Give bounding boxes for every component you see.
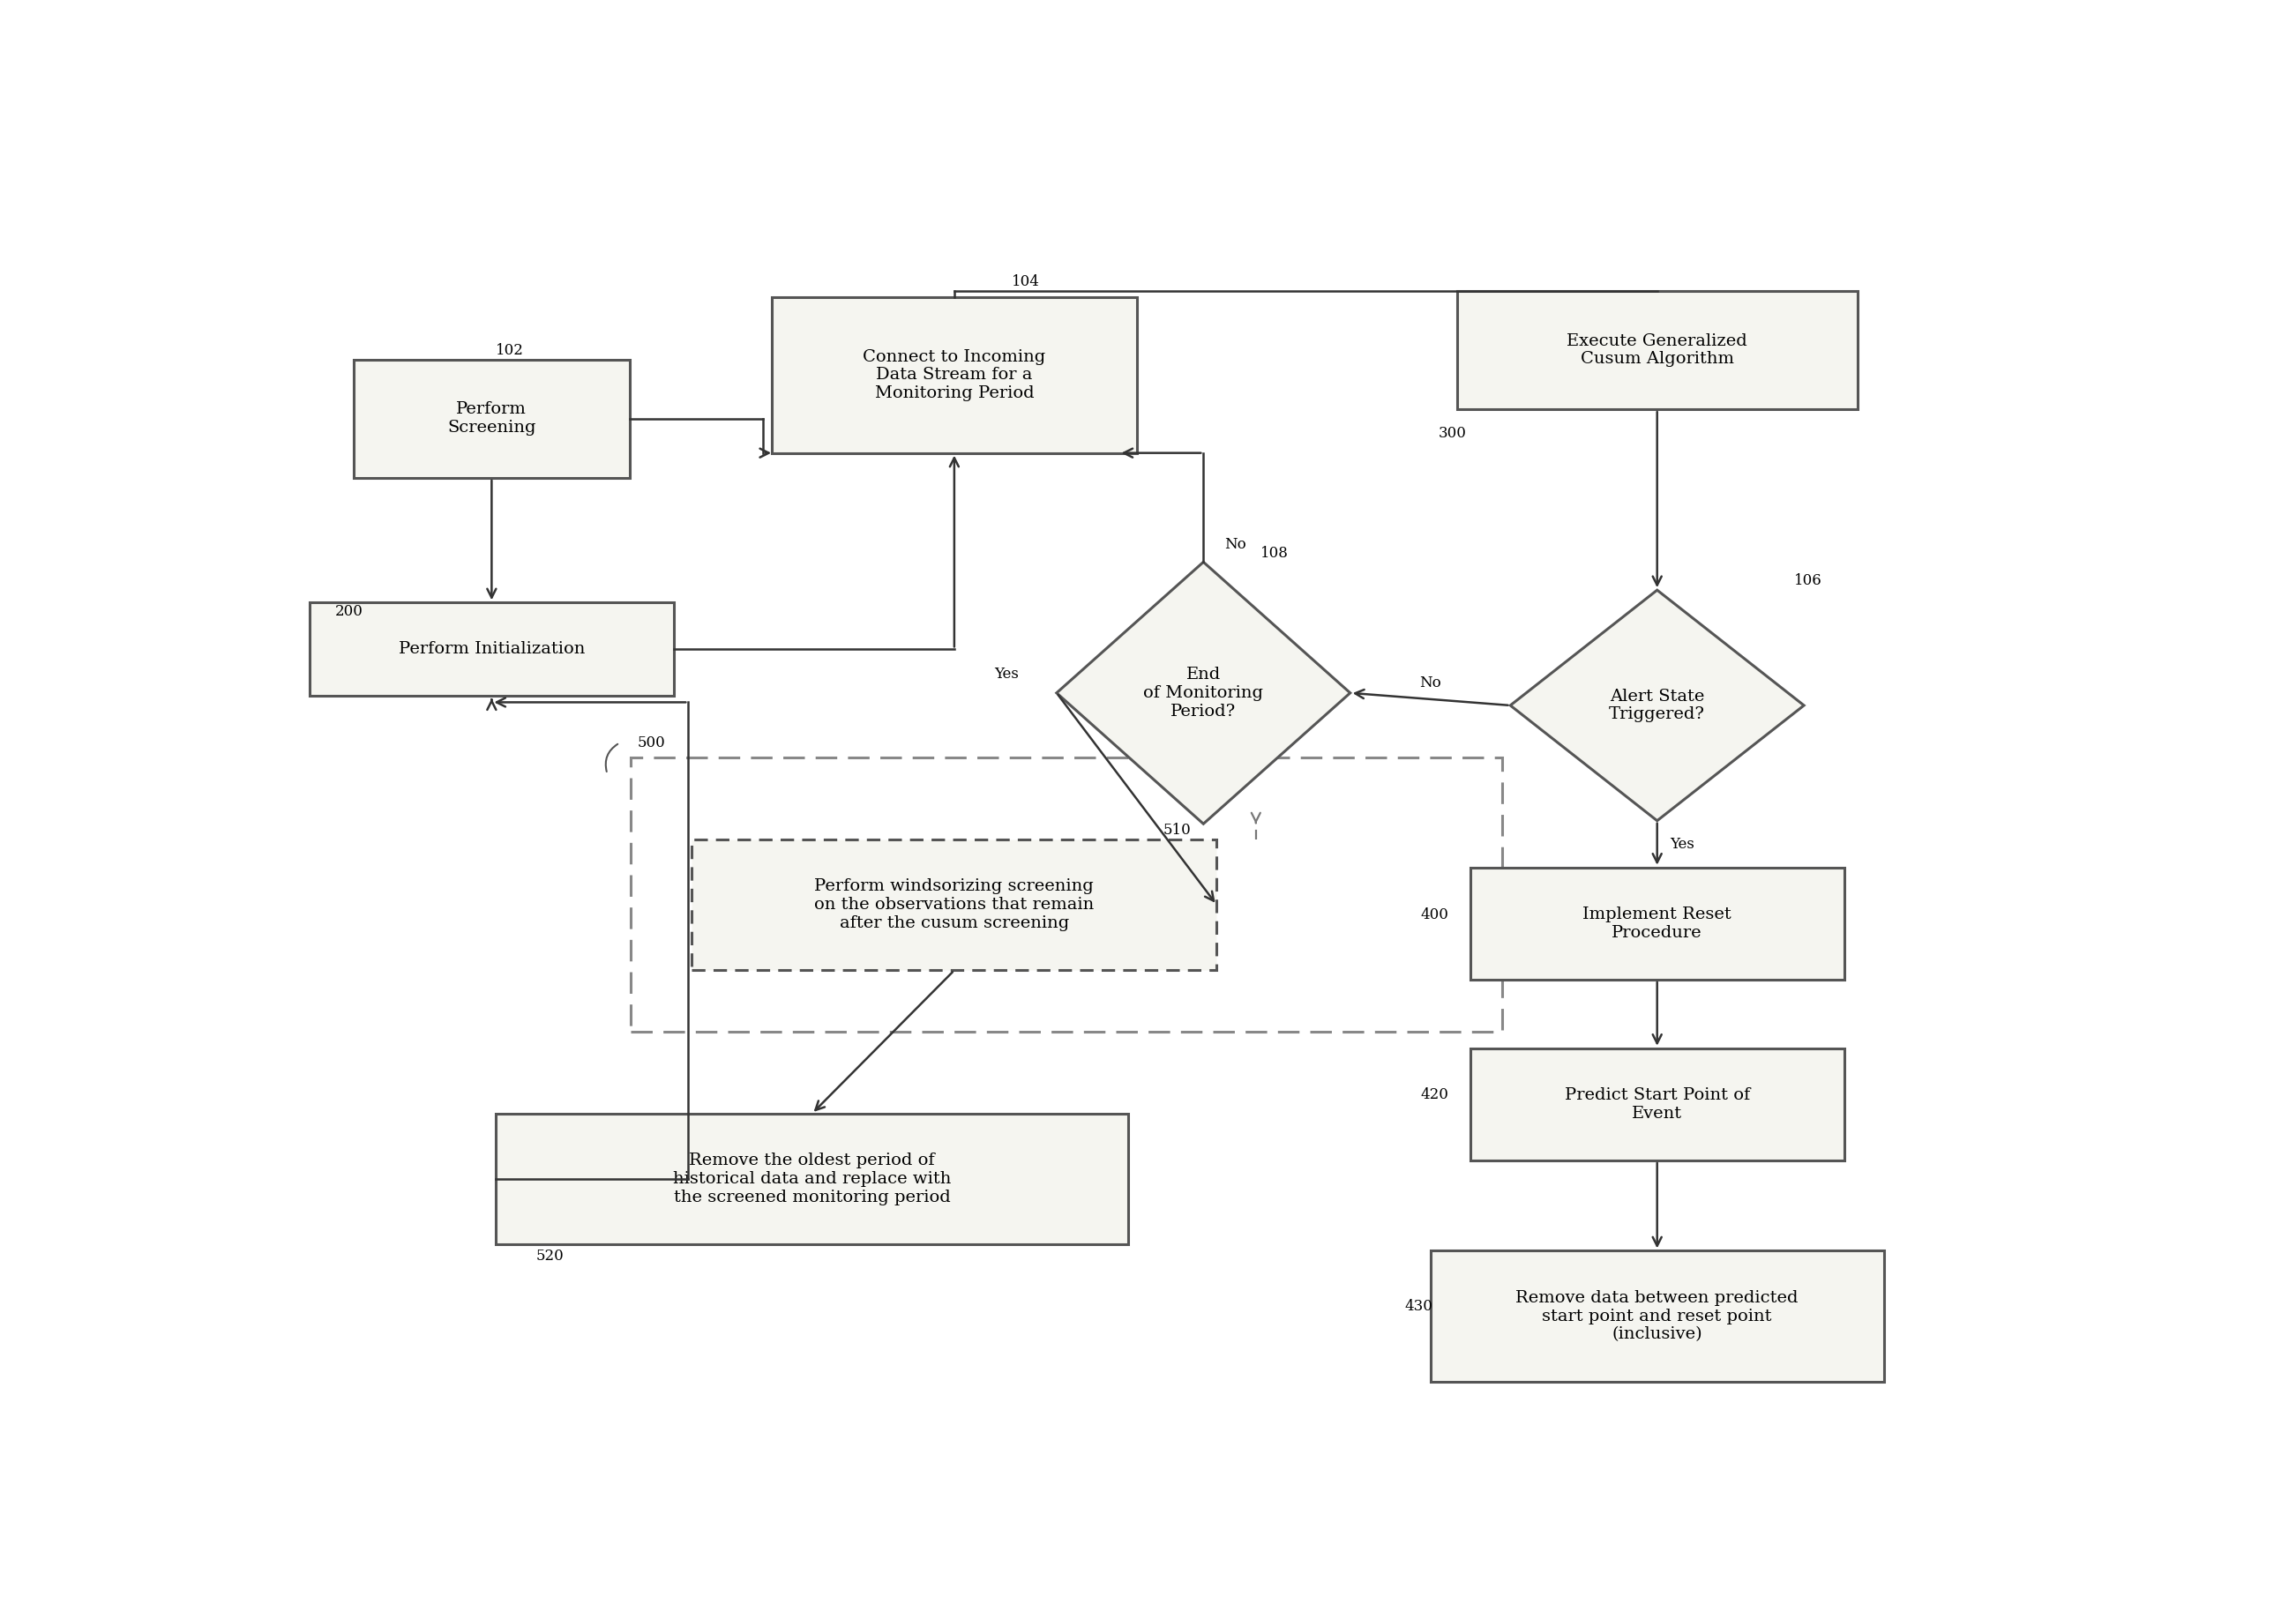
Text: Yes: Yes — [1669, 837, 1694, 852]
Text: 108: 108 — [1261, 546, 1288, 560]
Text: 102: 102 — [496, 343, 523, 358]
FancyBboxPatch shape — [1469, 1047, 1844, 1161]
Text: Execute Generalized
Cusum Algorithm: Execute Generalized Cusum Algorithm — [1566, 334, 1747, 368]
Text: Yes: Yes — [994, 667, 1019, 682]
Text: 300: 300 — [1440, 426, 1467, 440]
Text: 106: 106 — [1795, 573, 1823, 588]
Text: 400: 400 — [1421, 907, 1449, 923]
Text: Predict Start Point of
Event: Predict Start Point of Event — [1564, 1088, 1750, 1122]
FancyBboxPatch shape — [354, 359, 629, 478]
Text: 104: 104 — [1013, 274, 1040, 290]
Polygon shape — [1511, 589, 1805, 821]
Text: End
of Monitoring
Period?: End of Monitoring Period? — [1143, 667, 1263, 719]
Text: Remove the oldest period of
historical data and replace with
the screened monito: Remove the oldest period of historical d… — [673, 1153, 951, 1206]
Text: No: No — [1419, 675, 1442, 690]
Text: Alert State
Triggered?: Alert State Triggered? — [1609, 688, 1706, 722]
Text: 430: 430 — [1405, 1298, 1433, 1313]
FancyBboxPatch shape — [1458, 291, 1857, 410]
Text: Perform Initialization: Perform Initialization — [400, 641, 585, 657]
Text: Perform
Screening: Perform Screening — [448, 402, 535, 436]
Text: 200: 200 — [335, 604, 363, 620]
Text: 510: 510 — [1162, 822, 1192, 837]
FancyBboxPatch shape — [310, 602, 675, 696]
Text: Connect to Incoming
Data Stream for a
Monitoring Period: Connect to Incoming Data Stream for a Mo… — [863, 348, 1045, 402]
Polygon shape — [1056, 562, 1350, 824]
Text: 500: 500 — [638, 735, 666, 750]
Text: Remove data between predicted
start point and reset point
(inclusive): Remove data between predicted start poin… — [1515, 1290, 1798, 1342]
FancyBboxPatch shape — [1430, 1251, 1885, 1381]
Text: 520: 520 — [537, 1248, 565, 1264]
Text: 420: 420 — [1421, 1086, 1449, 1103]
Text: No: No — [1224, 538, 1247, 552]
Text: Perform windsorizing screening
on the observations that remain
after the cusum s: Perform windsorizing screening on the ob… — [815, 879, 1095, 931]
FancyBboxPatch shape — [1469, 868, 1844, 979]
FancyBboxPatch shape — [691, 839, 1217, 970]
Text: Implement Reset
Procedure: Implement Reset Procedure — [1582, 907, 1731, 941]
FancyBboxPatch shape — [496, 1114, 1127, 1245]
FancyBboxPatch shape — [771, 298, 1137, 453]
